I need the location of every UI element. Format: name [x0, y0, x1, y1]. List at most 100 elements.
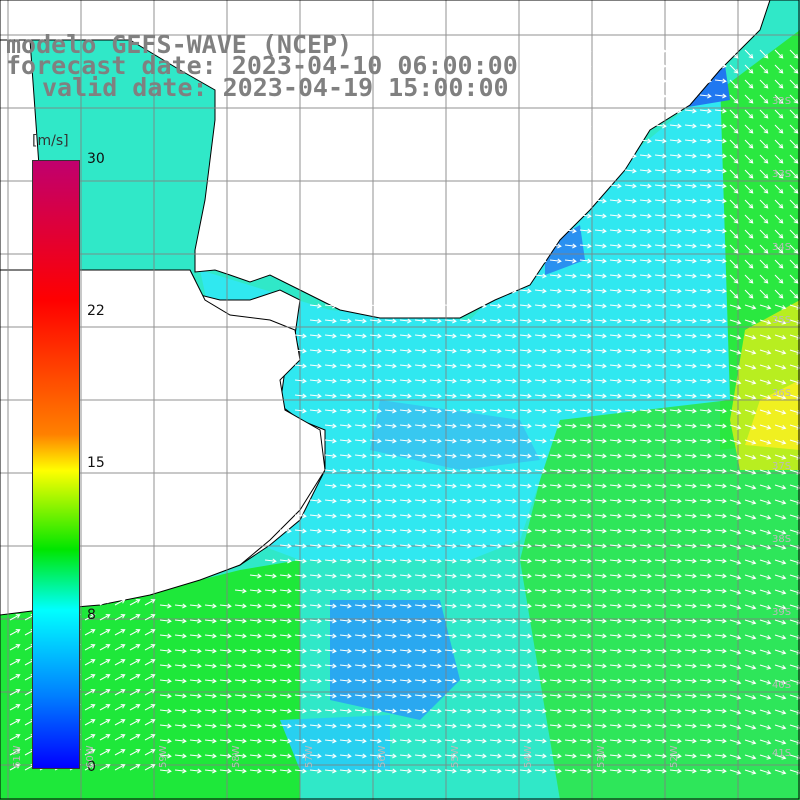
wind-arrow — [564, 273, 577, 279]
wind-arrow — [489, 378, 502, 384]
wind-arrow — [189, 648, 202, 654]
wind-arrow — [309, 543, 322, 549]
wind-arrow — [744, 754, 757, 760]
wind-arrow — [729, 184, 739, 194]
sea-yellow-patch — [745, 380, 800, 450]
wind-arrow — [339, 333, 352, 339]
wind-arrow — [729, 544, 742, 550]
wind-arrow — [504, 378, 517, 384]
wind-arrow — [489, 273, 502, 279]
wind-arrow — [594, 138, 607, 144]
wind-arrow — [459, 498, 472, 504]
wind-arrow — [174, 633, 187, 639]
wind-arrow — [744, 514, 757, 520]
wind-arrow — [489, 543, 502, 549]
wind-arrow — [654, 498, 667, 504]
wind-arrow — [684, 378, 697, 384]
wind-arrow — [459, 303, 472, 309]
wind-arrow — [744, 499, 757, 505]
wind-arrow — [789, 109, 799, 119]
wind-arrow — [594, 513, 607, 519]
wind-arrow — [534, 438, 547, 444]
wind-arrow — [189, 603, 202, 609]
wind-arrow — [399, 558, 412, 564]
wind-arrow — [474, 363, 487, 369]
wind-arrow — [309, 573, 322, 579]
wind-arrow — [609, 678, 622, 684]
wind-arrow — [729, 289, 739, 299]
wind-arrow — [384, 543, 397, 549]
wind-arrow — [489, 303, 502, 309]
wind-arrow — [354, 513, 367, 519]
wind-arrow — [639, 543, 652, 549]
land-mass — [0, 0, 771, 319]
wind-arrow — [624, 168, 637, 174]
wind-arrow — [654, 618, 667, 624]
lat-label-35s: 35S — [772, 315, 792, 326]
wind-arrow — [669, 243, 682, 249]
wind-arrow — [684, 108, 697, 114]
wind-arrow — [624, 528, 637, 534]
wind-arrow — [654, 318, 667, 324]
wind-arrow — [624, 723, 637, 729]
wind-arrow — [294, 333, 307, 339]
wind-arrow — [609, 663, 622, 669]
wind-arrow — [459, 453, 472, 459]
wind-arrow — [489, 588, 502, 594]
wind-arrow — [744, 604, 757, 610]
wind-arrow — [354, 303, 367, 309]
wind-arrow — [759, 259, 769, 269]
wind-arrow — [384, 753, 397, 759]
wind-arrow — [609, 753, 622, 759]
wind-arrow — [699, 288, 712, 294]
wind-arrow — [174, 708, 187, 714]
wind-arrow — [564, 303, 577, 309]
wind-arrow — [549, 393, 562, 399]
wind-arrow — [564, 408, 577, 414]
wind-arrow — [414, 408, 427, 414]
wind-arrow — [744, 94, 754, 104]
wind-arrow — [609, 258, 622, 264]
wind-arrow — [504, 513, 517, 519]
wind-arrow — [609, 618, 622, 624]
wind-arrow — [159, 678, 172, 684]
wind-arrow — [84, 629, 96, 636]
wind-arrow — [414, 618, 427, 624]
wind-arrow — [594, 63, 607, 69]
wind-arrow — [564, 513, 577, 519]
wind-arrow — [774, 499, 787, 505]
wind-arrow — [414, 708, 427, 714]
wind-arrow — [594, 153, 607, 159]
wind-arrow — [504, 708, 517, 714]
wind-arrow — [774, 49, 784, 59]
wind-arrow — [429, 648, 442, 654]
wind-arrow — [789, 184, 799, 194]
wind-arrow — [264, 573, 277, 579]
wind-arrow — [204, 678, 217, 684]
wind-arrow — [654, 528, 667, 534]
wind-arrow — [714, 453, 727, 459]
wind-arrow — [759, 619, 772, 625]
lat-label-40s: 40S — [772, 680, 792, 691]
wind-arrow — [534, 363, 547, 369]
wind-arrow — [489, 483, 502, 489]
wind-arrow — [504, 588, 517, 594]
wind-arrow — [609, 528, 622, 534]
wind-arrow — [639, 498, 652, 504]
wind-arrow — [564, 633, 577, 639]
wind-arrow — [429, 663, 442, 669]
wind-arrow — [624, 438, 637, 444]
wind-arrow — [174, 648, 187, 654]
wind-arrow — [624, 408, 637, 414]
wind-arrow — [534, 408, 547, 414]
wind-arrow — [144, 644, 156, 651]
wind-arrow — [684, 318, 697, 324]
wind-arrow — [504, 303, 517, 309]
wind-arrow — [714, 543, 727, 549]
wind-arrow — [684, 183, 697, 189]
wind-arrow — [624, 423, 637, 429]
wind-arrow — [594, 48, 607, 54]
wind-arrow — [699, 738, 712, 744]
wind-arrow — [474, 408, 487, 414]
wind-arrow — [639, 273, 652, 279]
